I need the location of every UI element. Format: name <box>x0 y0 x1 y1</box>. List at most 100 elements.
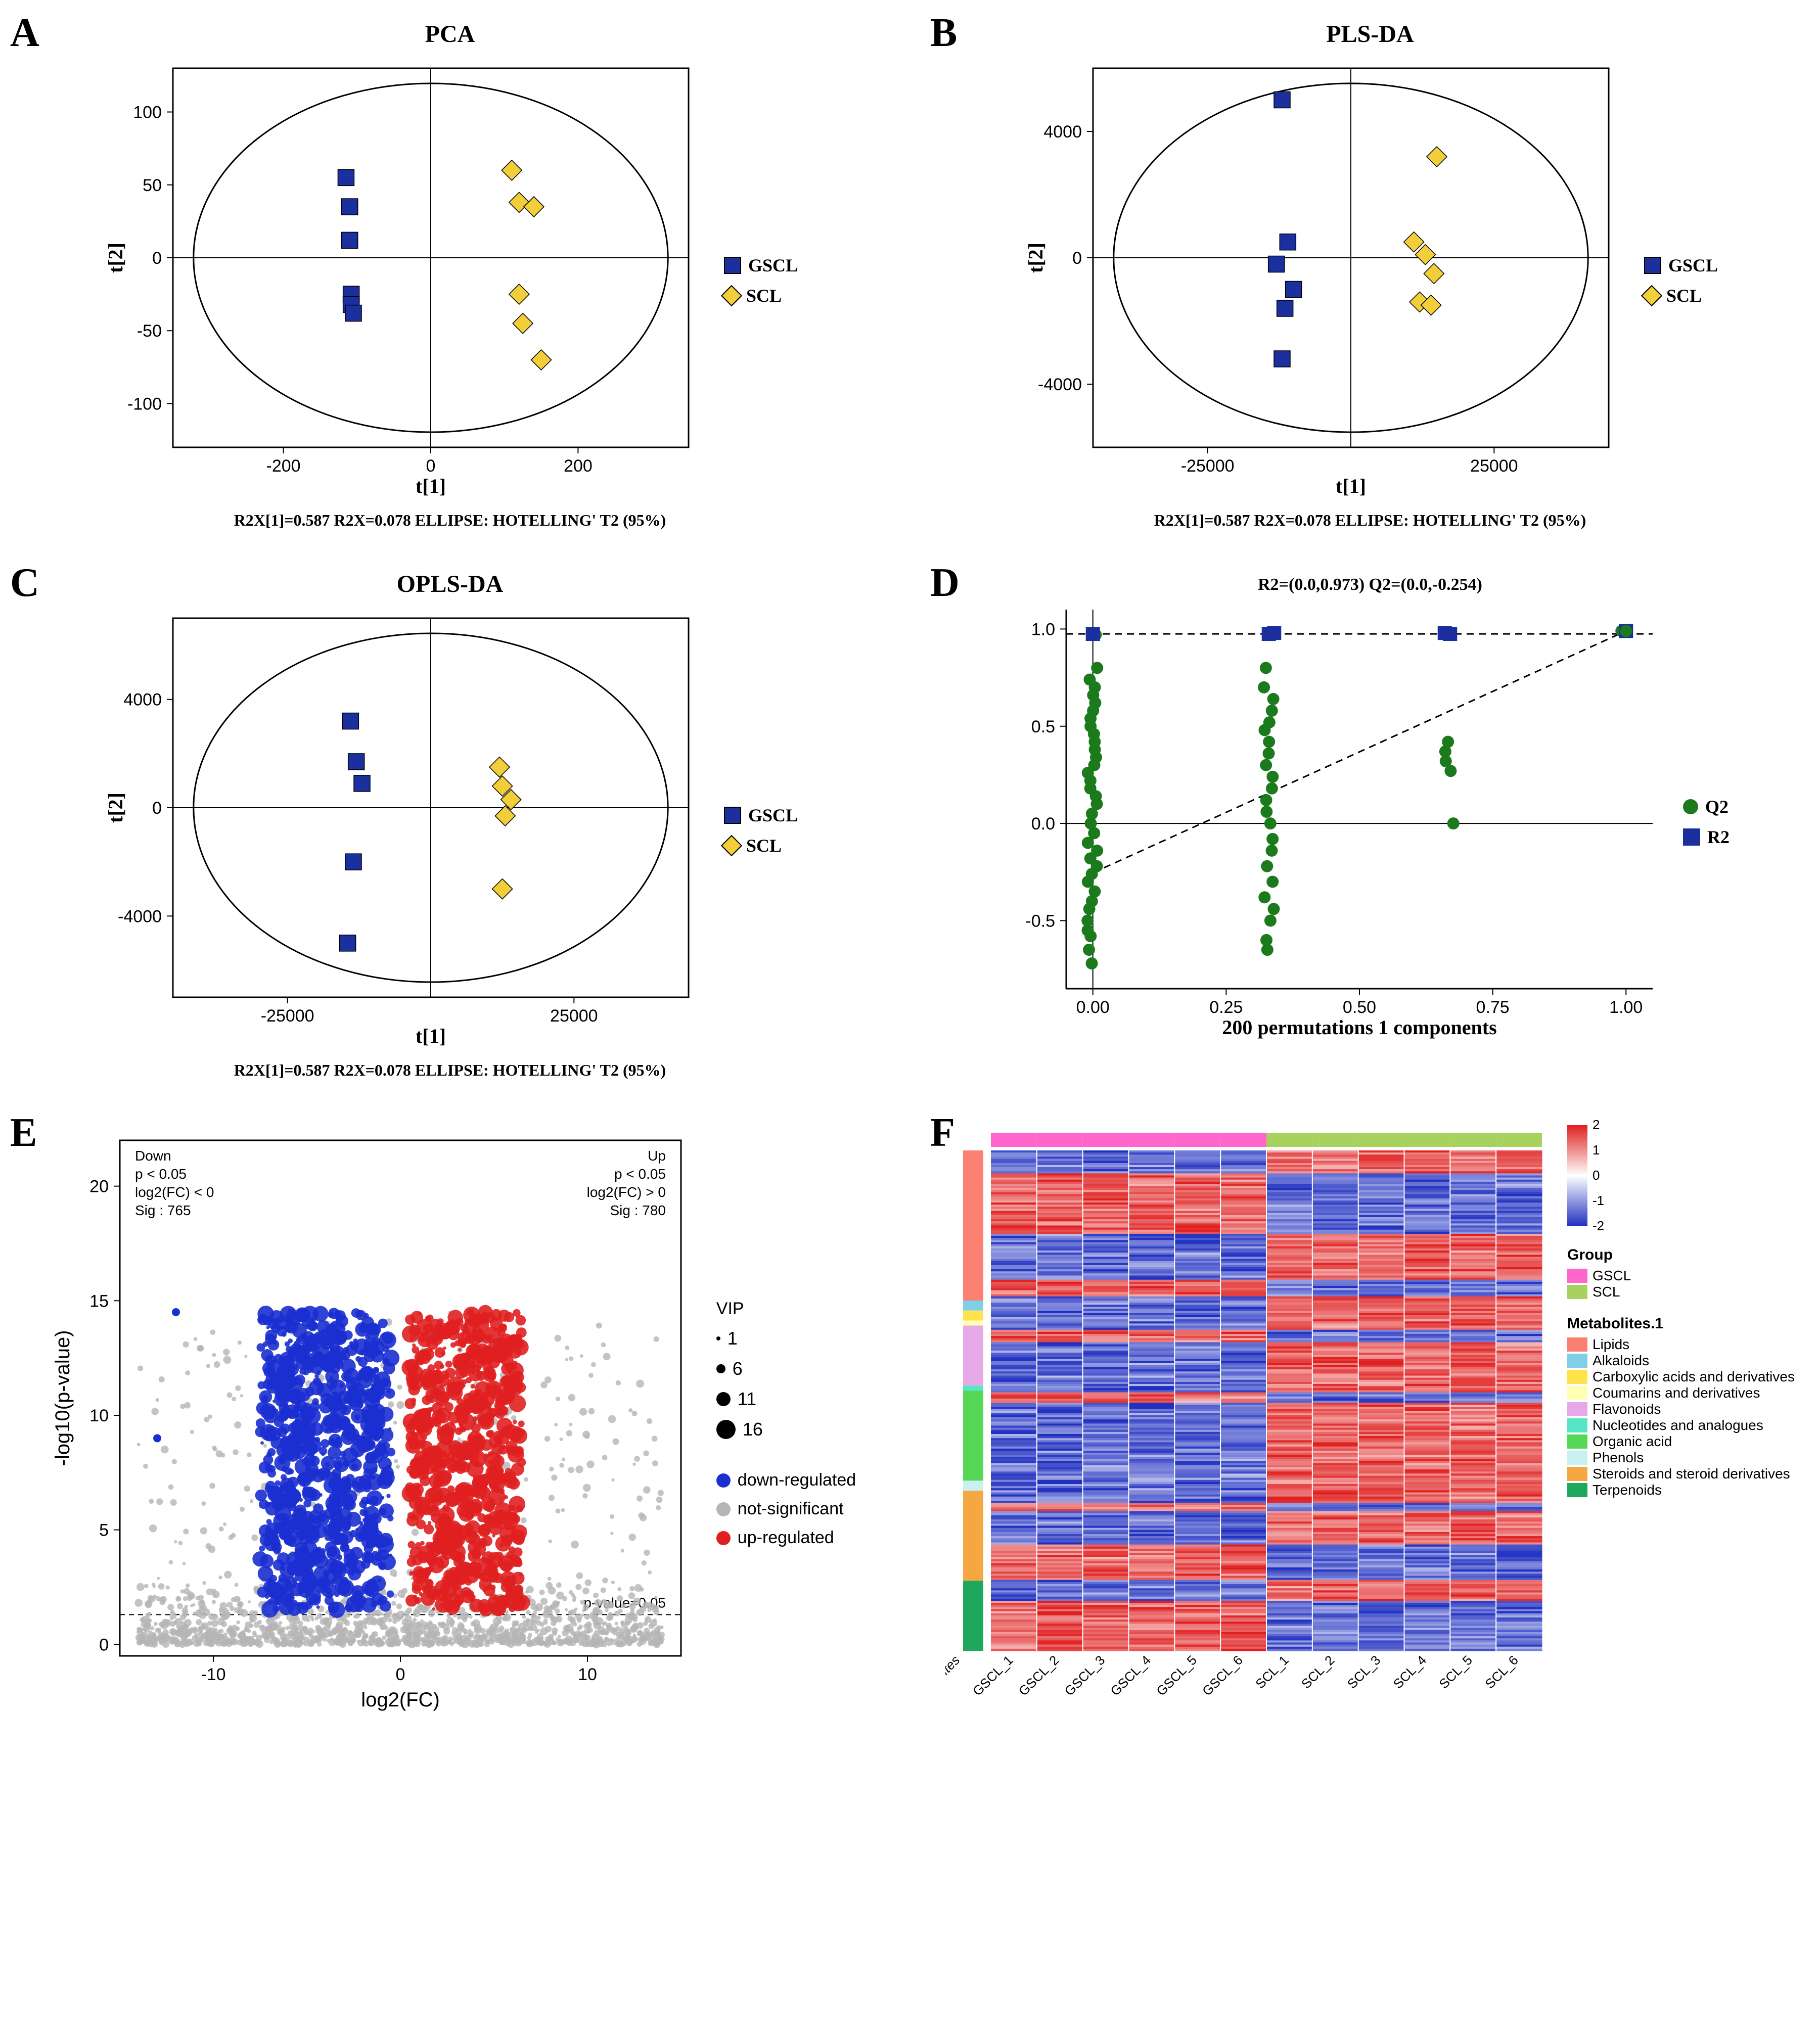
legend-item: SCL <box>1644 285 1718 306</box>
vip-legend: VIP161116 <box>716 1299 856 1440</box>
plsda-title: PLS-DA <box>940 20 1800 48</box>
panel-e: E -1001005101520log2(FC)-log10(p-value)p… <box>20 1120 880 1727</box>
heatmap-colorbar: 210-1-2 <box>1567 1120 1795 1231</box>
svg-text:t[1]: t[1] <box>416 1025 446 1047</box>
metab-legend-item: Alkaloids <box>1567 1353 1795 1369</box>
vip-legend-label: 6 <box>733 1358 743 1379</box>
svg-text:200 permutations 1 components: 200 permutations 1 components <box>1222 1016 1496 1039</box>
permutation-plot: 0.000.250.500.751.00-0.50.00.51.0200 per… <box>1011 594 1668 1049</box>
panel-a: A PCA -2000200-100-50050100t[1]t[2] GSCL… <box>20 20 880 530</box>
svg-text:log2(FC) > 0: log2(FC) > 0 <box>586 1184 665 1200</box>
legend-label: GSCL <box>748 805 798 826</box>
heatmap-group-legend: GroupGSCLSCL <box>1567 1246 1795 1300</box>
svg-text:0.0: 0.0 <box>1031 814 1055 834</box>
metab-legend-item: Organic acid <box>1567 1433 1795 1450</box>
legend-label: SCL <box>746 835 782 856</box>
legend-label: SCL <box>746 285 782 306</box>
svg-text:p < 0.05: p < 0.05 <box>614 1166 666 1182</box>
vip-legend-item: 1 <box>716 1328 856 1349</box>
svg-text:-log10(p-value): -log10(p-value) <box>52 1330 74 1466</box>
heatmap-legend: 210-1-2 GroupGSCLSCL Metabolites.1LipidsAl… <box>1567 1120 1795 1498</box>
svg-text:-10: -10 <box>201 1665 225 1684</box>
svg-text:5: 5 <box>99 1521 109 1540</box>
svg-text:log2(FC) < 0: log2(FC) < 0 <box>135 1184 214 1200</box>
svg-text:0: 0 <box>152 799 162 818</box>
svg-text:-0.5: -0.5 <box>1025 911 1055 931</box>
vip-legend-item: 16 <box>716 1419 856 1440</box>
metab-legend-item: Lipids <box>1567 1336 1795 1353</box>
svg-text:20: 20 <box>89 1177 109 1196</box>
panel-letter-f: F <box>930 1110 955 1156</box>
legend-label: R2 <box>1707 826 1730 848</box>
panel-letter-a: A <box>10 10 39 56</box>
svg-text:p < 0.05: p < 0.05 <box>135 1166 187 1182</box>
svg-text:-50: -50 <box>137 321 162 341</box>
legend-label: SCL <box>1666 285 1702 306</box>
legend-label: Q2 <box>1705 796 1728 817</box>
svg-text:t[1]: t[1] <box>416 475 446 497</box>
svg-text:15: 15 <box>89 1291 109 1311</box>
vip-legend-label: 16 <box>743 1419 763 1440</box>
svg-text:100: 100 <box>133 103 162 122</box>
oplsda-caption: R2X[1]=0.587 R2X=0.078 ELLIPSE: HOTELLIN… <box>20 1061 880 1080</box>
panel-letter-b: B <box>930 10 957 56</box>
svg-text:Sig : 765: Sig : 765 <box>135 1202 191 1218</box>
legend-item: R2 <box>1683 826 1730 848</box>
svg-text:t[2]: t[2] <box>1024 243 1047 273</box>
volcano-legend-item: up-regulated <box>716 1528 856 1548</box>
legend-item: SCL <box>724 835 798 856</box>
svg-text:-25000: -25000 <box>1181 456 1235 476</box>
legend-item: SCL <box>724 285 798 306</box>
vip-legend-item: 6 <box>716 1358 856 1379</box>
metab-legend-item: Terpenoids <box>1567 1482 1795 1498</box>
metab-legend-item: Carboxylic acids and derivatives <box>1567 1369 1795 1385</box>
svg-text:0: 0 <box>395 1665 405 1684</box>
svg-text:t[2]: t[2] <box>104 243 127 273</box>
svg-text:0: 0 <box>1072 249 1082 268</box>
svg-text:25000: 25000 <box>1470 456 1518 476</box>
legend-item: GSCL <box>1644 255 1718 276</box>
svg-text:50: 50 <box>143 176 162 195</box>
heatmap-metab-legend: Metabolites.1LipidsAlkaloidsCarboxylic a… <box>1567 1315 1795 1498</box>
svg-text:t[1]: t[1] <box>1336 475 1366 497</box>
svg-text:0.00: 0.00 <box>1076 998 1110 1017</box>
svg-text:1.0: 1.0 <box>1031 620 1055 639</box>
oplsda-plot: -2500025000-400004000t[1]t[2] <box>102 603 709 1058</box>
svg-text:Up: Up <box>648 1148 666 1164</box>
svg-text:-200: -200 <box>266 456 301 476</box>
metab-legend-item: Nucleotides and analogues <box>1567 1417 1795 1433</box>
plsda-plot: -2500025000-400004000t[1]t[2] <box>1022 53 1629 508</box>
svg-text:0.25: 0.25 <box>1209 998 1243 1017</box>
svg-text:Down: Down <box>135 1148 171 1164</box>
metab-legend-item: Flavonoids <box>1567 1401 1795 1417</box>
panel-letter-e: E <box>10 1110 37 1156</box>
svg-text:-100: -100 <box>127 394 162 413</box>
svg-text:0.5: 0.5 <box>1031 717 1055 736</box>
legend-label: GSCL <box>1668 255 1718 276</box>
legend-item: GSCL <box>724 255 798 276</box>
panel-letter-c: C <box>10 560 39 606</box>
oplsda-title: OPLS-DA <box>20 570 880 598</box>
svg-text:10: 10 <box>89 1406 109 1425</box>
metab-legend-item: Steroids and steroid derivatives <box>1567 1466 1795 1482</box>
metab-legend-item: Phenols <box>1567 1450 1795 1466</box>
svg-text:0.50: 0.50 <box>1343 998 1376 1017</box>
svg-text:t[2]: t[2] <box>104 793 127 823</box>
svg-text:25000: 25000 <box>550 1006 598 1026</box>
vip-legend-item: 11 <box>716 1388 856 1410</box>
svg-text:200: 200 <box>564 456 593 476</box>
svg-text:0: 0 <box>99 1635 109 1654</box>
plsda-legend: GSCL SCL <box>1644 255 1718 306</box>
metab-legend-item: Coumarins and derivatives <box>1567 1385 1795 1401</box>
volcano-legend-label: not-significant <box>738 1499 844 1519</box>
svg-text:10: 10 <box>578 1665 597 1684</box>
perm-legend: Q2R2 <box>1683 796 1730 848</box>
svg-text:0: 0 <box>152 249 162 268</box>
volcano-legend-label: down-regulated <box>738 1470 856 1490</box>
legend-label: GSCL <box>748 255 798 276</box>
svg-text:4000: 4000 <box>1043 122 1082 142</box>
volcano-legend-item: not-significant <box>716 1499 856 1519</box>
svg-text:-4000: -4000 <box>118 907 162 926</box>
svg-text:0.75: 0.75 <box>1476 998 1510 1017</box>
group-legend-item: SCL <box>1567 1284 1795 1300</box>
